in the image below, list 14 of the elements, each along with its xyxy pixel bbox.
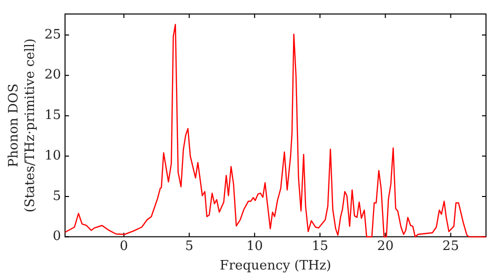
y-tick-label: 15 [44,108,62,124]
y-axis-title: Phonon DOS (States/THz·primitive cell) [6,38,38,212]
x-axis-title: Frequency (THz) [220,258,332,274]
x-tick-label: 0 [120,238,128,254]
x-tick-label: 25 [442,238,459,254]
y-tick-label: 5 [52,188,62,204]
y-tick-label: 0 [52,229,62,244]
y-tick-label: 25 [44,27,62,42]
x-tick-label: 10 [246,238,263,254]
y-tick-label: 10 [44,148,62,164]
y-tick-label: 20 [44,68,62,83]
x-tick-label: 5 [185,238,194,254]
x-tick-label: 15 [312,238,328,254]
x-tick-label: 20 [377,238,394,254]
